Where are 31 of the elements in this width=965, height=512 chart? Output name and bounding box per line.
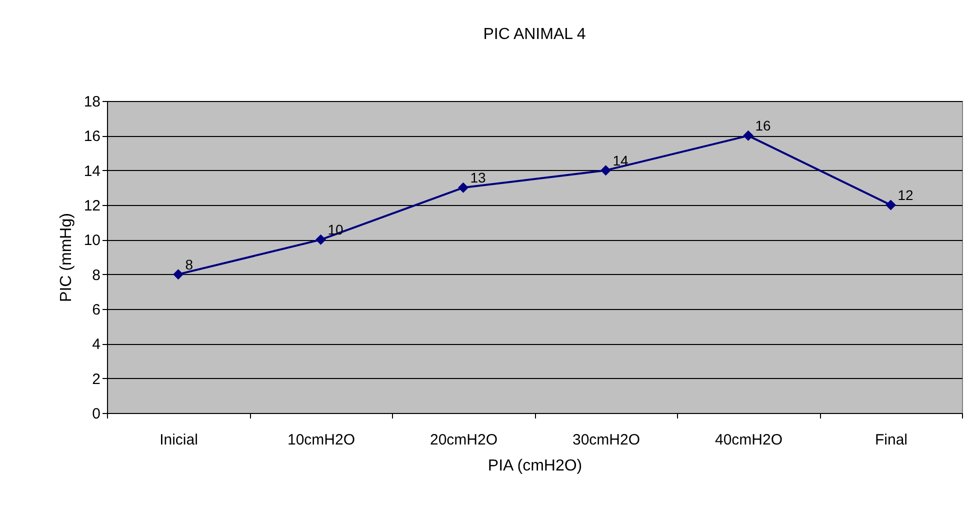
- y-tick-label: 2: [92, 370, 100, 388]
- x-axis-title: PIA (cmH2O): [488, 458, 582, 474]
- y-tick-label: 6: [92, 302, 100, 318]
- x-tick-label: Inicial: [160, 432, 198, 448]
- chart-title: PIC ANIMAL 4: [483, 26, 586, 43]
- point: [743, 130, 754, 141]
- data-label: 8: [185, 256, 194, 272]
- y-tick-label: 8: [92, 266, 100, 284]
- data-label: 12: [898, 187, 914, 203]
- data-label: 13: [470, 170, 486, 186]
- point: [886, 200, 896, 210]
- x-tick-label: 20cmH2O: [430, 432, 498, 448]
- x-tick-label: 40cmH2O: [714, 432, 783, 448]
- y-tick-label: 12: [84, 198, 100, 214]
- point: [600, 165, 611, 176]
- data-label: 10: [328, 222, 344, 238]
- y-axis-title: PIC (mmHg): [58, 213, 75, 302]
- x-tick-label: Final: [874, 432, 908, 448]
- x-tick-label: 10cmH2O: [287, 432, 356, 448]
- point: [316, 234, 326, 245]
- point: [173, 269, 184, 280]
- data-label: 16: [755, 118, 772, 134]
- y-tick-label: 14: [84, 162, 100, 180]
- data-label: 14: [612, 152, 629, 168]
- y-tick-label: 0: [92, 406, 100, 422]
- y-tick-label: 10: [84, 232, 100, 250]
- point: [458, 182, 468, 193]
- y-tick-label: 4: [92, 336, 100, 354]
- y-tick-label: 16: [84, 128, 100, 146]
- y-tick-label: 18: [84, 94, 100, 110]
- x-tick-label: 30cmH2O: [572, 432, 640, 448]
